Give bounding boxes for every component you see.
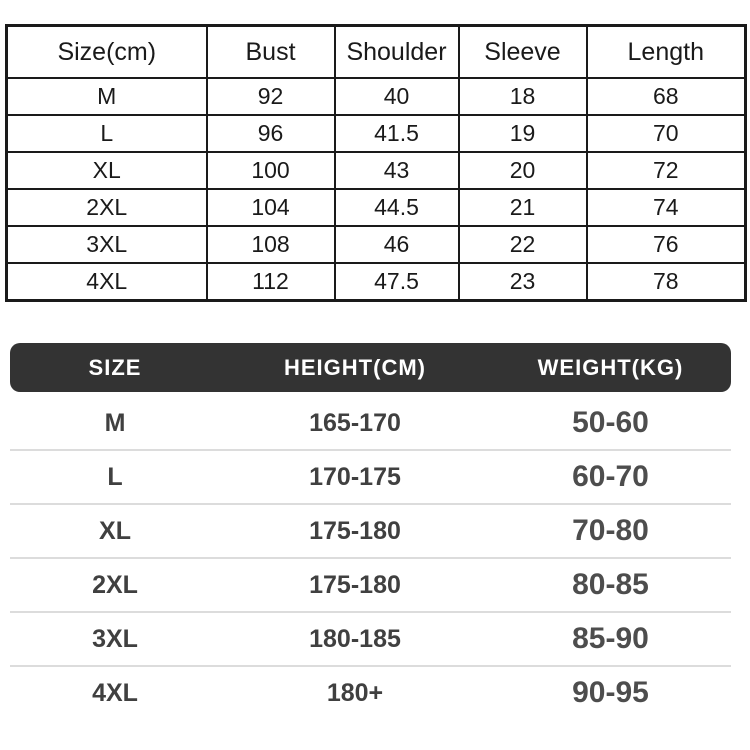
measurement-cell: 2XL	[5, 188, 208, 227]
measurement-row: 4XL 112 47.5 23 78	[5, 262, 747, 302]
measurement-header-cell: Length	[585, 24, 747, 79]
fit-cell: XL	[99, 516, 131, 545]
measurement-cell: 108	[205, 225, 336, 264]
measurement-cell: 22	[457, 225, 588, 264]
fit-cell: 170-175	[309, 462, 401, 491]
measurement-cell: 19	[457, 114, 588, 153]
measurement-cell: 68	[585, 77, 747, 116]
measurement-header-cell: Bust	[205, 24, 336, 79]
measurement-cell: 18	[457, 77, 588, 116]
measurement-cell: 78	[585, 262, 747, 302]
measurement-cell: 70	[585, 114, 747, 153]
fit-cell: 80-85	[572, 568, 649, 601]
measurement-cell: 100	[205, 151, 336, 190]
measurement-table: Size(cm) Bust Shoulder Sleeve Length M 92 40 18…	[5, 24, 747, 302]
measurement-row: 3XL 108 46 22 76	[5, 225, 747, 264]
measurement-cell: XL	[5, 151, 208, 190]
measurement-row: 2XL 104 44.5 21 74	[5, 188, 747, 227]
measurement-cell: 112	[205, 262, 336, 302]
fit-header-cell: WEIGHT(KG)	[537, 354, 684, 380]
fit-row: L 170-175 60-70	[10, 451, 731, 505]
fit-cell: 175-180	[309, 570, 401, 599]
fit-table-body: M 165-170 50-60 L 170-175 60-70 XL 175-180 70-80…	[10, 392, 731, 719]
fit-header-cell: SIZE	[88, 354, 142, 380]
measurement-cell: 104	[205, 188, 336, 227]
fit-cell: 165-170	[309, 408, 401, 437]
measurement-cell: 43	[333, 151, 460, 190]
fit-cell: M	[104, 408, 126, 437]
fit-cell: 85-90	[572, 622, 649, 655]
fit-cell: 180-185	[309, 624, 401, 653]
fit-cell: 70-80	[572, 514, 649, 547]
fit-cell: 3XL	[92, 624, 138, 653]
measurement-table-body: M 92 40 18 68 L 96 41.5 19 70 XL 100 43 20 72 2XL 104 44.…	[5, 77, 747, 302]
measurement-row: XL 100 43 20 72	[5, 151, 747, 190]
measurement-cell: 47.5	[333, 262, 460, 302]
measurement-cell: M	[5, 77, 208, 116]
fit-cell: 180+	[326, 678, 384, 707]
measurement-cell: 74	[585, 188, 747, 227]
fit-cell: 90-95	[572, 676, 649, 709]
measurement-cell: 23	[457, 262, 588, 302]
measurement-cell: 76	[585, 225, 747, 264]
fit-row: XL 175-180 70-80	[10, 505, 731, 559]
measurement-cell: 46	[333, 225, 460, 264]
measurement-cell: 92	[205, 77, 336, 116]
fit-table: SIZE HEIGHT(CM) WEIGHT(KG) M 165-170 50-60 L 1…	[10, 343, 731, 719]
measurement-cell: 41.5	[333, 114, 460, 153]
fit-cell: 60-70	[572, 460, 649, 493]
measurement-cell: 3XL	[5, 225, 208, 264]
measurement-cell: 72	[585, 151, 747, 190]
measurement-header-cell: Shoulder	[333, 24, 460, 79]
measurement-row: M 92 40 18 68	[5, 77, 747, 116]
fit-header-row: SIZE HEIGHT(CM) WEIGHT(KG)	[10, 343, 731, 392]
fit-cell: 50-60	[572, 406, 649, 439]
measurement-header-cell: Sleeve	[457, 24, 588, 79]
fit-row: M 165-170 50-60	[10, 397, 731, 451]
measurement-header-cell: Size(cm)	[5, 24, 208, 79]
fit-cell: 2XL	[92, 570, 138, 599]
measurement-header-row: Size(cm) Bust Shoulder Sleeve Length	[5, 24, 747, 79]
measurement-row: L 96 41.5 19 70	[5, 114, 747, 153]
measurement-cell: 44.5	[333, 188, 460, 227]
fit-row: 2XL 175-180 80-85	[10, 559, 731, 613]
fit-row: 3XL 180-185 85-90	[10, 613, 731, 667]
fit-cell: L	[107, 462, 123, 491]
fit-cell: 175-180	[309, 516, 401, 545]
measurement-cell: 20	[457, 151, 588, 190]
measurement-cell: 96	[205, 114, 336, 153]
measurement-cell: L	[5, 114, 208, 153]
measurement-cell: 4XL	[5, 262, 208, 302]
measurement-cell: 21	[457, 188, 588, 227]
fit-cell: 4XL	[92, 678, 138, 707]
fit-header-cell: HEIGHT(CM)	[284, 354, 426, 380]
measurement-cell: 40	[333, 77, 460, 116]
fit-row: 4XL 180+ 90-95	[10, 667, 731, 719]
